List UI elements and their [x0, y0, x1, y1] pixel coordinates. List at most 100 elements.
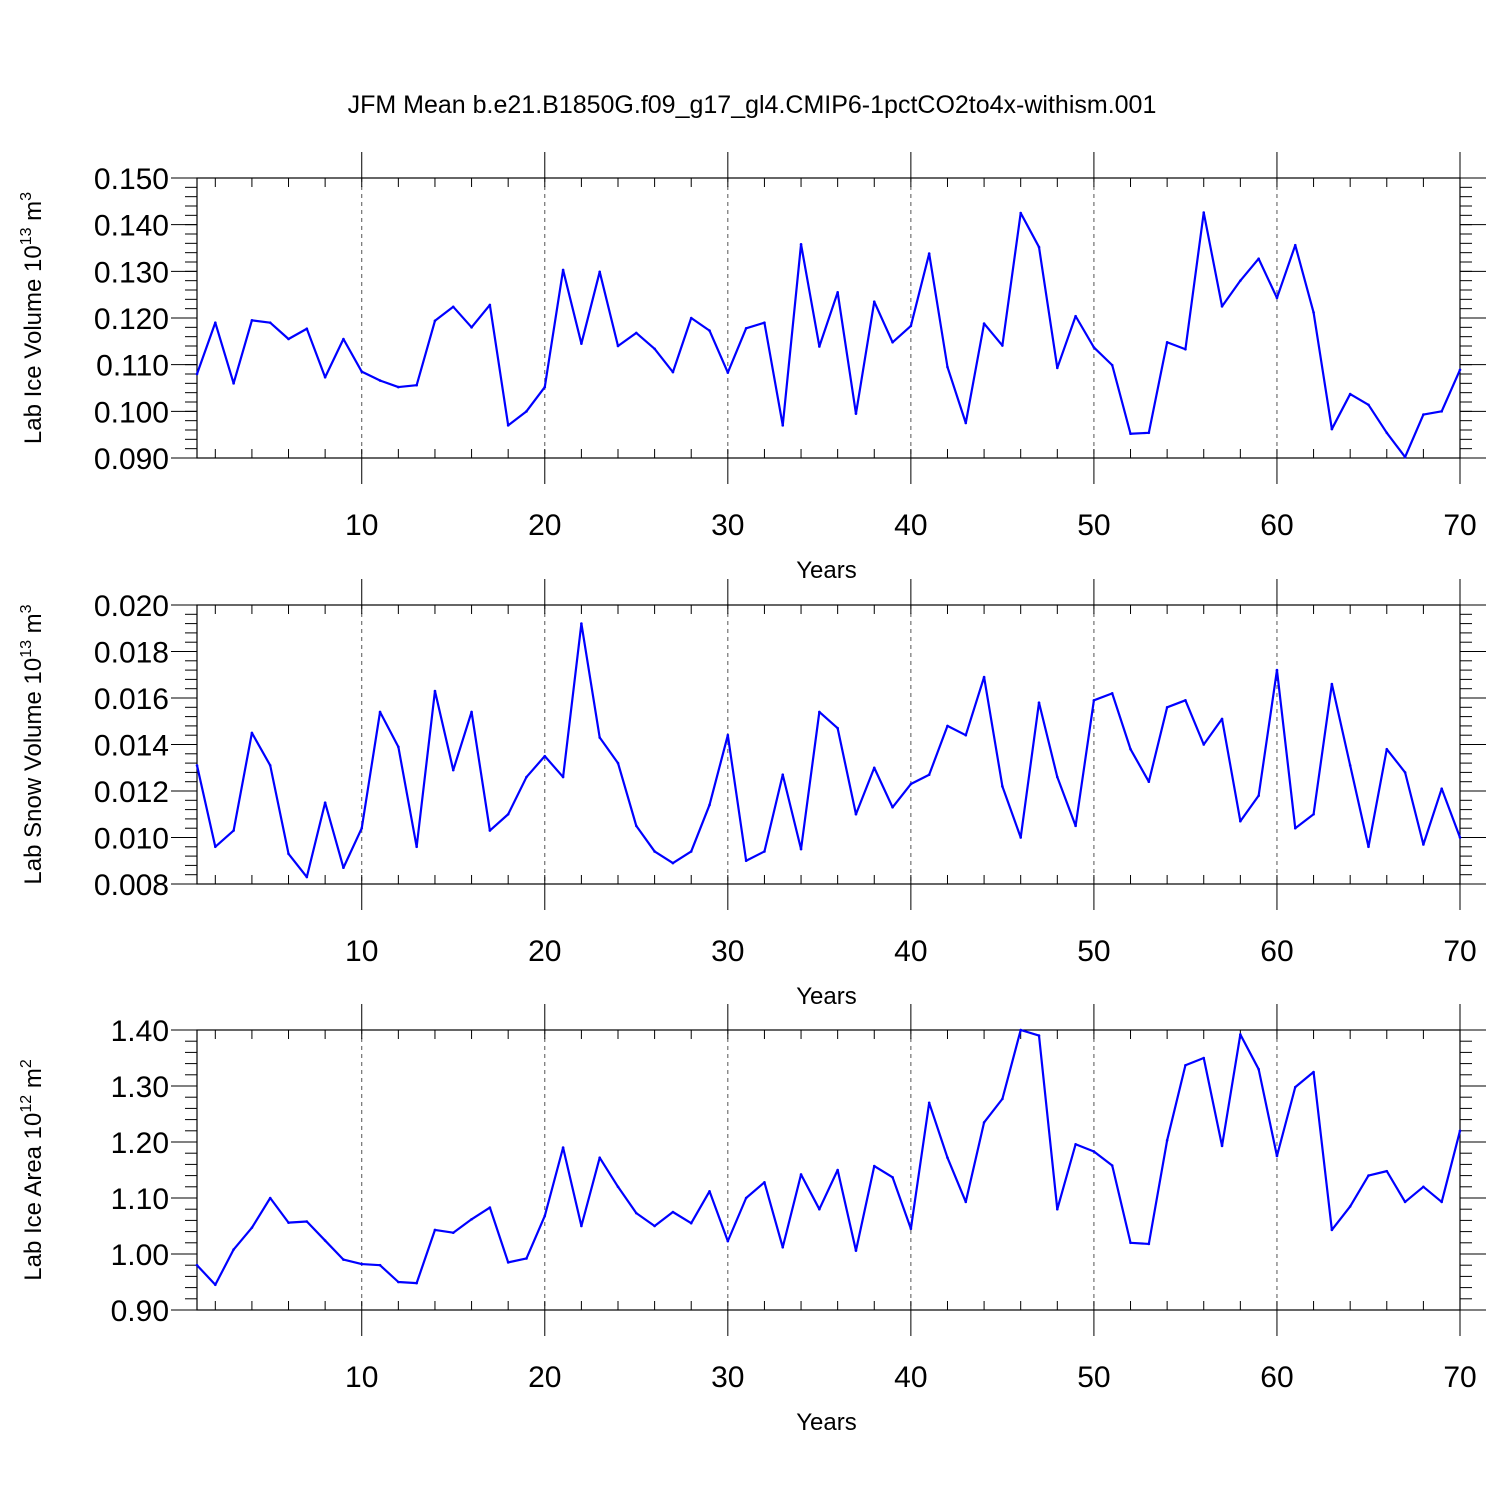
data-point: [872, 300, 876, 303]
data-point: [799, 242, 803, 246]
data-point: [1074, 314, 1077, 318]
data-point: [598, 736, 601, 739]
data-point: [1440, 787, 1443, 790]
data-point: [470, 326, 473, 329]
data-point: [836, 1168, 839, 1172]
x-tick-label: 50: [1077, 509, 1110, 542]
data-point: [360, 1262, 364, 1266]
data-point: [1275, 668, 1279, 672]
data-point: [451, 768, 455, 772]
data-point: [891, 340, 894, 344]
data-point: [872, 766, 876, 770]
x-tick-label: 70: [1443, 935, 1476, 968]
data-point: [598, 270, 601, 274]
x-tick-label: 10: [345, 935, 378, 968]
data-point: [543, 385, 547, 389]
data-point: [1019, 211, 1022, 215]
data-point: [488, 303, 492, 307]
data-point: [635, 331, 638, 335]
data-point: [543, 1214, 547, 1218]
data-point: [397, 385, 400, 389]
data-point: [799, 847, 803, 851]
data-point: [1220, 717, 1224, 721]
data-point: [1348, 764, 1352, 767]
data-point: [744, 1196, 748, 1200]
data-point: [1367, 845, 1370, 849]
data-point: [378, 1263, 382, 1267]
data-point: [433, 1228, 437, 1232]
x-tick-label: 40: [894, 935, 927, 968]
data-point: [1092, 346, 1096, 349]
data-point: [1019, 836, 1022, 839]
x-tick-label: 70: [1443, 509, 1476, 542]
data-point: [1458, 1129, 1462, 1133]
data-point: [232, 382, 235, 385]
data-point: [1074, 824, 1077, 828]
data-point: [1056, 366, 1059, 370]
data-point: [1257, 794, 1260, 797]
y-tick-label: 0.130: [94, 256, 169, 289]
data-point: [1037, 1034, 1041, 1037]
data-point: [763, 850, 766, 853]
data-point: [268, 1196, 272, 1200]
data-point: [1184, 699, 1187, 702]
data-point: [689, 316, 693, 320]
data-point: [580, 622, 583, 625]
data-point: [1129, 432, 1132, 436]
data-point: [433, 319, 437, 323]
data-point: [397, 1280, 400, 1284]
data-point: [378, 710, 382, 714]
x-axis-title: Years: [796, 1409, 857, 1436]
data-point: [744, 859, 748, 863]
data-point: [653, 1224, 656, 1228]
data-point: [1367, 1174, 1370, 1177]
data-point: [1092, 1150, 1096, 1153]
data-point: [854, 812, 858, 816]
data-point: [195, 764, 199, 767]
data-point: [543, 754, 547, 758]
data-point: [1348, 1205, 1352, 1208]
data-point: [1312, 311, 1315, 314]
data-point: [305, 1220, 309, 1223]
data-point: [708, 329, 711, 332]
data-point: [415, 383, 418, 387]
data-point: [763, 1181, 766, 1184]
data-point: [964, 421, 968, 425]
data-point: [323, 801, 327, 804]
data-point: [1239, 279, 1242, 282]
data-point: [671, 1210, 675, 1214]
data-point: [561, 268, 565, 272]
data-point: [360, 370, 364, 373]
data-point: [1184, 1063, 1187, 1067]
data-point: [891, 805, 894, 809]
x-tick-label: 30: [711, 935, 744, 968]
data-point: [305, 875, 309, 879]
series-line-3: [196, 1028, 1462, 1286]
data-point: [726, 1239, 730, 1243]
data-point: [1056, 1207, 1059, 1211]
data-point: [1330, 427, 1334, 431]
data-point: [946, 365, 949, 369]
y-tick-label: 0.140: [94, 210, 169, 243]
data-point: [1184, 347, 1187, 351]
data-point: [1257, 257, 1260, 261]
data-point: [1403, 455, 1407, 459]
data-point: [214, 1283, 217, 1287]
data-point: [305, 327, 309, 331]
data-point: [488, 1206, 492, 1209]
x-tick-label: 20: [528, 509, 561, 542]
data-point: [232, 829, 235, 832]
data-point: [616, 344, 620, 348]
y-axis-title: Lab Ice Area 1012 m2: [18, 1059, 47, 1281]
x-tick-label: 20: [528, 1361, 561, 1394]
data-point: [1422, 413, 1425, 416]
data-point: [506, 1261, 510, 1264]
data-point: [763, 321, 766, 324]
data-point: [635, 1211, 638, 1215]
data-point: [378, 379, 382, 382]
x-tick-label: 60: [1260, 1361, 1293, 1394]
data-point: [1110, 692, 1114, 695]
data-point: [451, 1231, 455, 1235]
data-point: [268, 321, 272, 324]
plot-frame: [196, 1029, 1461, 1311]
